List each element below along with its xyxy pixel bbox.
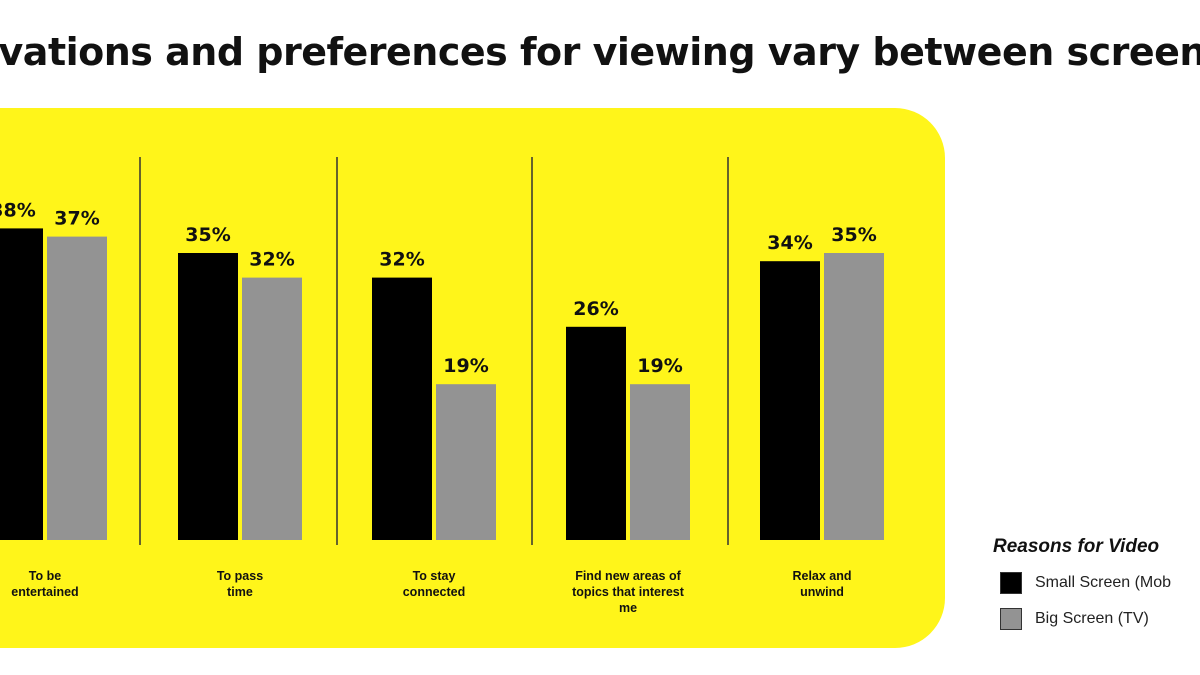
legend-label-big-screen: Big Screen (TV): [1035, 610, 1149, 627]
data-label: 19%: [443, 355, 488, 377]
category-label: Find new areas of: [575, 569, 681, 583]
legend-swatch-big-screen: [1000, 608, 1022, 630]
bar-small-screen: [178, 253, 238, 540]
legend-item-big-screen: Big Screen (TV): [993, 608, 1200, 630]
category-label: entertained: [11, 585, 78, 599]
data-label: 32%: [249, 249, 294, 271]
bar-big-screen: [630, 384, 690, 540]
bar-small-screen: [372, 277, 432, 540]
bar-big-screen: [824, 253, 884, 540]
bar-small-screen: [566, 326, 626, 540]
data-label: 19%: [637, 355, 682, 377]
category-label: To stay: [413, 569, 456, 583]
category-label: Relax and: [792, 569, 851, 583]
category-label: To pass: [217, 569, 263, 583]
legend-label-small-screen: Small Screen (Mob: [1035, 574, 1172, 591]
category-label: me: [619, 601, 637, 615]
category-label: topics that interest: [572, 585, 685, 599]
data-label: 32%: [379, 249, 424, 271]
category-label: unwind: [800, 585, 844, 599]
legend-item-small-screen: Small Screen (Mob: [993, 572, 1200, 594]
bar-big-screen: [242, 277, 302, 540]
category-label: time: [227, 585, 253, 599]
legend: Reasons for Video Small Screen (Mob Big …: [993, 536, 1200, 666]
legend-title: Reasons for Video: [993, 536, 1160, 557]
data-label: 35%: [185, 224, 230, 246]
bar-small-screen: [760, 261, 820, 540]
data-label: 35%: [831, 224, 876, 246]
data-label: 37%: [54, 208, 99, 230]
data-label: 34%: [767, 232, 812, 254]
legend-swatch-small-screen: [1000, 572, 1022, 594]
chart-title: ivations and preferences for viewing var…: [0, 30, 1200, 74]
category-label: To be: [29, 569, 61, 583]
bar-small-screen: [0, 228, 43, 540]
bar-big-screen: [436, 384, 496, 540]
bar-big-screen: [47, 236, 107, 540]
data-label: 38%: [0, 199, 36, 221]
category-label: connected: [403, 585, 466, 599]
data-label: 26%: [573, 298, 618, 320]
